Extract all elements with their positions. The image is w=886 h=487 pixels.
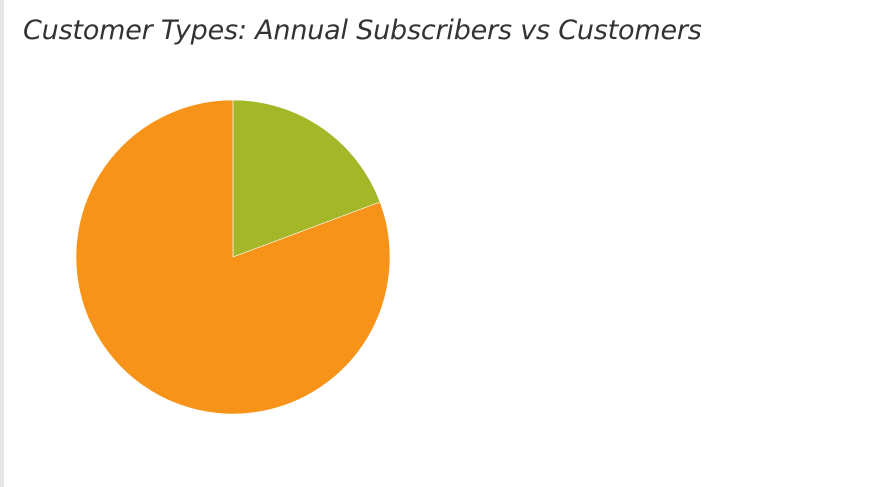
chart-title: Customer Types: Annual Subscribers vs Cu… [23, 15, 702, 46]
pie-slice-2[interactable] [75, 99, 391, 415]
pie-chart [75, 99, 391, 415]
pie-slice-1[interactable] [232, 99, 381, 258]
